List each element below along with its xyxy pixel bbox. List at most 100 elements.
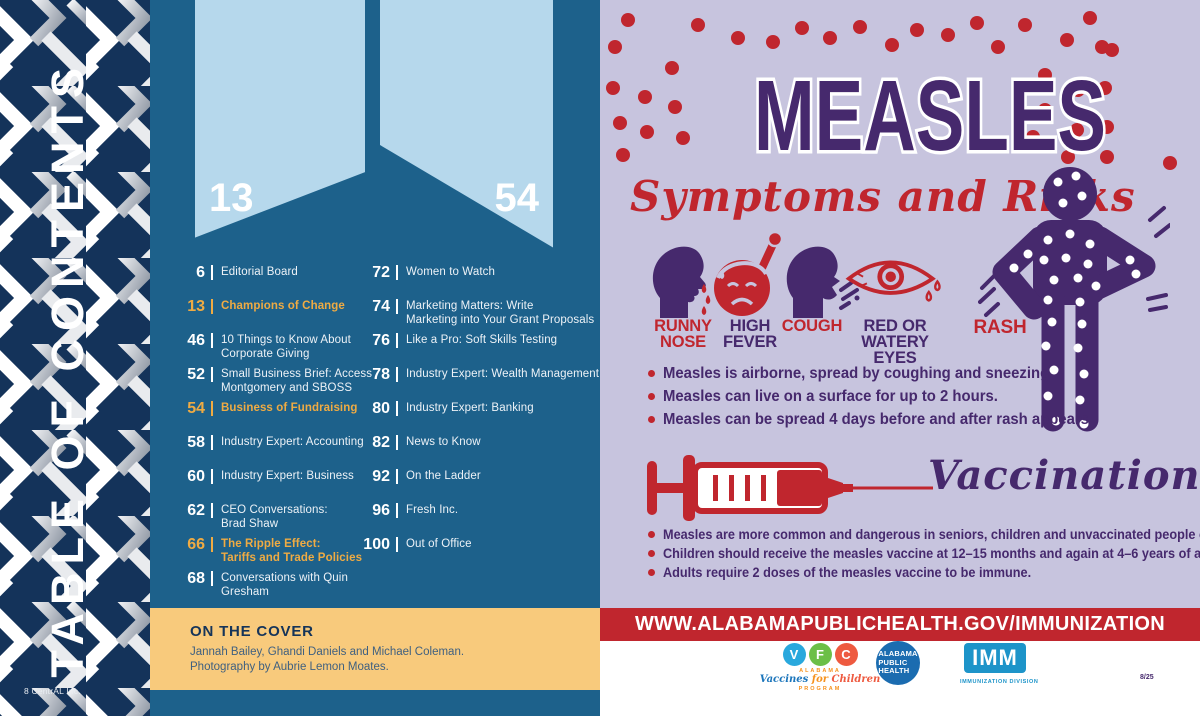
rash-person-icon	[978, 167, 1170, 432]
toc-entry-number: 60	[187, 468, 205, 485]
toc-entry-label: CEO Conversations: Brad Shaw	[221, 504, 328, 530]
publisher-credit: 8 CentrAL Inc.	[24, 686, 81, 696]
vfc-word-children: Children	[831, 674, 881, 685]
toc-entry-label: Marketing Matters: Write Marketing into …	[406, 300, 595, 326]
toc-entry-divider	[396, 265, 398, 280]
bullet-dot	[648, 531, 655, 538]
document-code: 8/25	[1140, 674, 1154, 681]
vfc-program-label: PROGRAM	[798, 686, 842, 692]
vaccination-facts-list: Measles are more common and dangerous in…	[648, 525, 1200, 582]
ribbon-page-13: 13	[195, 0, 365, 238]
toc-entry-divider	[211, 469, 213, 484]
toc-entry: 92 On the Ladder	[350, 469, 599, 503]
vfc-word-vaccines: Vaccines	[759, 674, 809, 685]
toc-column-right: 72 Women to Watch 74 Marketing Matters: …	[350, 265, 599, 571]
runny-nose-icon	[652, 246, 711, 318]
immunization-url-text: WWW.ALABAMAPUBLICHEALTH.GOV/IMMUNIZATION	[634, 613, 1166, 635]
toc-entry-label: Like a Pro: Soft Skills Testing	[406, 334, 558, 346]
toc-entry-divider	[396, 469, 398, 484]
toc-entry-divider	[211, 299, 213, 314]
toc-entry: 58 Industry Expert: Accounting	[165, 435, 372, 469]
toc-entry-label: On the Ladder	[406, 470, 481, 482]
runny-nose-label: RUNNY NOSE	[654, 317, 712, 351]
on-the-cover-photo-line: Photography by Aubrie Lemon Moates.	[190, 661, 389, 673]
toc-entry-number: 58	[187, 434, 205, 451]
toc-vertical-title: TABLE OF CONTENTS	[42, 60, 93, 678]
toc-entry-divider	[211, 571, 213, 586]
toc-entry: 13 Champions of Change	[165, 299, 372, 333]
syringe-icon	[647, 455, 933, 521]
toc-entry-number: 78	[372, 366, 390, 383]
toc-entry-label: Champions of Change	[221, 300, 345, 312]
symptom-fact: Measles can live on a surface for up to …	[648, 386, 1118, 407]
toc-page: 13 54 6 Editorial Board 13 Champions of …	[150, 0, 600, 716]
toc-entry-number: 76	[372, 332, 390, 349]
toc-entry-label: Industry Expert: Banking	[406, 402, 534, 414]
toc-entry-divider	[211, 537, 213, 552]
vfc-alabama-label: ALABAMA	[799, 668, 841, 674]
bullet-dot	[648, 569, 655, 576]
imm-division-label: IMMUNIZATION DIVISION	[960, 679, 1039, 685]
toc-entry: 100 Out of Office	[350, 537, 599, 571]
on-the-cover-heading: ON THE COVER	[190, 623, 314, 640]
toc-entry-divider	[396, 367, 398, 382]
vfc-word-for: for	[811, 674, 829, 685]
toc-entry-number: 66	[187, 536, 205, 553]
toc-entry: 96 Fresh Inc.	[350, 503, 599, 537]
red-watery-eyes-icon	[845, 260, 941, 302]
toc-entry-number: 80	[372, 400, 390, 417]
toc-entry: 54 Business of Fundraising	[165, 401, 372, 435]
bullet-dot	[648, 416, 655, 423]
red-watery-eyes-label: RED OR WATERY EYES	[861, 317, 929, 367]
symptom-fact: Measles can be spread 4 days before and …	[648, 409, 1118, 430]
cough-label: COUGH	[781, 317, 843, 335]
toc-entry-divider	[211, 503, 213, 518]
toc-entry-label: Fresh Inc.	[406, 504, 459, 516]
toc-entry-number: 6	[196, 264, 205, 281]
vaccination-fact-text: Measles are more common and dangerous in…	[663, 527, 1200, 542]
toc-entry: 46 10 Things to Know About Corporate Giv…	[165, 333, 372, 367]
vfc-letter-v: V	[782, 643, 806, 666]
toc-entry-number: 62	[187, 502, 205, 519]
toc-entry: 60 Industry Expert: Business	[165, 469, 372, 503]
toc-entry: 80 Industry Expert: Banking	[350, 401, 599, 435]
symptom-fact: Measles is airborne, spread by coughing …	[648, 363, 1118, 384]
toc-entry: 62 CEO Conversations: Brad Shaw	[165, 503, 372, 537]
symptoms-facts-list: Measles is airborne, spread by coughing …	[648, 363, 1118, 432]
toc-entry-divider	[211, 435, 213, 450]
symptom-fact-text: Measles is airborne, spread by coughing …	[663, 365, 1054, 382]
toc-entry-number: 68	[187, 570, 205, 587]
bullet-dot	[648, 370, 655, 377]
toc-entry-number: 52	[187, 366, 205, 383]
chevron-pattern-decoration	[0, 0, 150, 716]
vaccination-fact: Adults require 2 doses of the measles va…	[648, 563, 1193, 582]
toc-entry-divider	[211, 333, 213, 348]
toc-entry: 72 Women to Watch	[350, 265, 599, 299]
alabama-public-health-logo: ALABAMA PUBLIC HEALTH	[876, 641, 920, 685]
high-fever-icon	[714, 230, 784, 316]
toc-entry: 68 Conversations with Quin Gresham	[165, 571, 372, 605]
toc-entry-label: Small Business Brief: Access Montgomery …	[221, 368, 373, 394]
toc-entry-label: 10 Things to Know About Corporate Giving	[221, 334, 351, 360]
on-the-cover-credit-line: Jannah Bailey, Ghandi Daniels and Michae…	[190, 646, 465, 658]
toc-entry: 52 Small Business Brief: Access Montgome…	[165, 367, 372, 401]
vfc-letter-f: F	[808, 643, 832, 666]
rash-label: RASH	[973, 317, 1027, 338]
toc-entry: 66 The Ripple Effect: Tariffs and Trade …	[165, 537, 372, 571]
toc-entry: 78 Industry Expert: Wealth Management	[350, 367, 599, 401]
toc-entry-divider	[396, 435, 398, 450]
footer-logos: V F C ALABAMA Vaccines for Children PROG…	[600, 641, 1200, 716]
toc-entry-label: Industry Expert: Business	[221, 470, 354, 482]
toc-entry-label: Business of Fundraising	[221, 402, 358, 414]
toc-entry-divider	[396, 503, 398, 518]
vfc-letter-c: C	[834, 643, 858, 666]
imm-logo: IMM IMMUNIZATION DIVISION	[960, 643, 1039, 685]
toc-entry-number: 74	[372, 298, 390, 315]
toc-entry-number: 96	[372, 502, 390, 519]
toc-sidebar: TABLE OF CONTENTS 8 CentrAL Inc.	[0, 0, 150, 716]
imm-acronym: IMM	[964, 643, 1026, 673]
measles-title: MEASLES	[751, 57, 1110, 166]
toc-entry-label: Women to Watch	[406, 266, 495, 278]
vfc-logo: V F C ALABAMA Vaccines for Children PROG…	[755, 643, 885, 692]
